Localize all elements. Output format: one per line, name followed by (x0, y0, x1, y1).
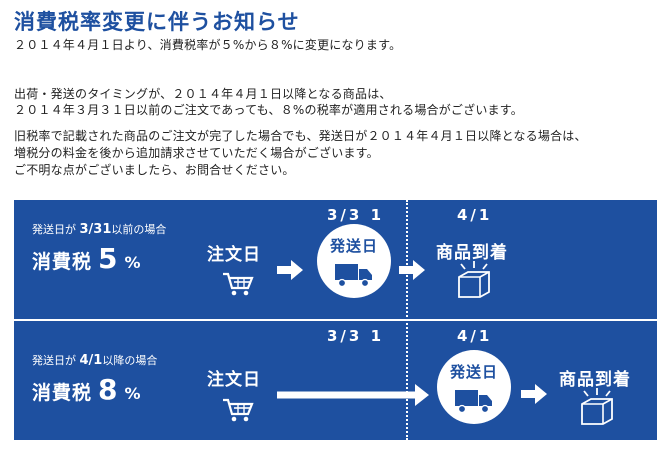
tax-rate-text: 消費税 5% (32, 242, 142, 275)
shipping-date-label: 発送日 (329, 237, 378, 255)
timeline-date-right: 4/1 (457, 206, 493, 224)
tax-rate-unit: % (124, 384, 142, 403)
shipping-date-label: 発送日 (449, 363, 498, 381)
condition-suffix: 以降の場合 (102, 354, 158, 367)
tax-rate-value: 8 (98, 373, 119, 406)
arrow-right-icon (399, 260, 425, 280)
package-box-icon (458, 261, 490, 298)
row-divider (14, 319, 657, 321)
package-box-icon (581, 388, 613, 425)
condition-prefix: 発送日が (32, 354, 76, 367)
condition-date: 3/31 (79, 222, 112, 237)
timeline-date-left: 3/3 1 (327, 327, 385, 345)
delivery-truck-icon (335, 264, 372, 288)
page-title: 消費税率変更に伴うお知らせ (14, 10, 300, 34)
arrow-right-icon (277, 260, 303, 280)
shipping-condition: 発送日が 3/31以前の場合 (32, 221, 166, 237)
tax-label: 消費税 (32, 251, 93, 273)
timeline-date-right: 4/1 (457, 327, 493, 345)
notice-line-1: ２０１４年４月１日より、消費税率が５%から８%に変更になります。 (14, 38, 402, 52)
condition-prefix: 発送日が (32, 223, 76, 236)
shopping-cart-icon (223, 272, 254, 296)
notice-line-3: ２０１４年３月３１日以前のご注文であっても、８%の税率が適用される場合がございま… (14, 103, 523, 117)
shipping-condition: 発送日が 4/1以降の場合 (32, 352, 157, 368)
notice-line-2: 出荷・発送のタイミングが、２０１４年４月１日以降となる商品は、 (14, 87, 392, 101)
notice-line-4: 旧税率で記載された商品のご注文が完了した場合でも、発送日が２０１４年４月１日以降… (14, 129, 587, 143)
condition-suffix: 以前の場合 (111, 223, 167, 236)
tax-label: 消費税 (32, 382, 93, 404)
shopping-cart-icon (223, 398, 254, 422)
product-arrival-label: 商品到着 (559, 370, 631, 390)
shipping-date-circle: 発送日 (437, 350, 511, 424)
arrow-right-icon (277, 384, 429, 406)
notice-line-5: 増税分の料金を後から追加請求させていただく場合がございます。 (14, 146, 379, 160)
order-date-label: 注文日 (207, 245, 261, 265)
product-arrival-label: 商品到着 (436, 243, 508, 263)
condition-date: 4/1 (79, 353, 103, 368)
tax-rate-unit: % (124, 253, 142, 272)
tax-rate-value: 5 (98, 242, 119, 275)
tax-timeline-diagram: 発送日が 3/31以前の場合 消費税 5% 注文日 3/3 1 発送日 (14, 200, 657, 440)
delivery-truck-icon (455, 390, 492, 414)
tax-rate-text: 消費税 8% (32, 373, 142, 406)
shipping-date-circle: 発送日 (317, 224, 391, 298)
arrow-right-icon (521, 384, 547, 404)
cutoff-dotted-line (406, 200, 408, 440)
order-date-label: 注文日 (207, 370, 261, 390)
notice-line-6: ご不明な点がございましたら、お問合せください。 (14, 163, 295, 177)
timeline-date-left: 3/3 1 (327, 206, 385, 224)
